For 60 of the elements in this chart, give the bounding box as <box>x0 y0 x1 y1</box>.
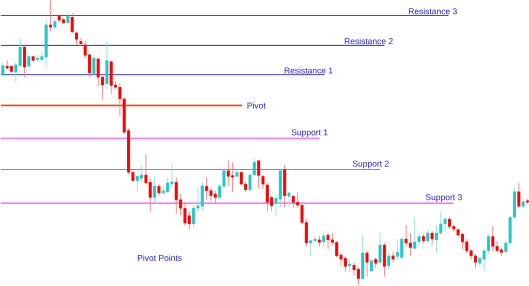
candlestick <box>392 252 395 263</box>
candlestick <box>378 232 382 265</box>
candlestick <box>404 224 408 246</box>
candlestick <box>387 252 390 270</box>
candlestick <box>66 11 70 24</box>
candlestick <box>205 177 208 200</box>
candlestick <box>348 259 352 273</box>
candlestick <box>200 182 204 212</box>
candlestick <box>309 238 312 258</box>
candlestick <box>382 242 386 278</box>
ref-line-label: Support 1 <box>292 130 328 138</box>
candlestick <box>257 159 260 189</box>
candlestick <box>1 62 4 78</box>
candlestick <box>356 267 360 286</box>
candlestick <box>344 256 347 272</box>
candlestick <box>366 250 369 278</box>
ref-line-label: Resistance 3 <box>408 8 457 15</box>
candlestick <box>96 58 100 87</box>
candlestick <box>27 54 30 68</box>
candlestick <box>53 18 56 30</box>
candlestick <box>157 184 160 196</box>
candlestick <box>23 45 26 78</box>
candlestick <box>322 232 326 248</box>
candlestick <box>426 228 430 244</box>
candlestick <box>370 259 373 273</box>
annotation: Pivot Points <box>138 254 182 262</box>
candlestick <box>136 174 139 193</box>
candlestick <box>374 257 378 268</box>
candlestick <box>148 178 152 213</box>
ref-line-label: Support 3 <box>426 194 462 202</box>
candlestick <box>326 232 330 250</box>
candlestick <box>517 182 520 209</box>
candlestick <box>430 230 434 246</box>
ref-line-label: Support 2 <box>352 160 389 169</box>
candlestick <box>439 212 442 236</box>
candlestick <box>170 164 174 188</box>
candlestick <box>49 0 52 32</box>
candlestick <box>75 31 78 46</box>
candlestick <box>261 174 264 190</box>
candlestick <box>408 232 412 256</box>
ref-line-label: Resistance 2 <box>344 38 393 44</box>
candlestick <box>474 254 477 269</box>
candlestick <box>153 176 156 203</box>
candlestick <box>413 217 416 250</box>
candlestick <box>318 236 321 248</box>
candlestick <box>352 262 356 276</box>
candlestick <box>400 237 404 260</box>
candlestick <box>192 206 196 228</box>
candlestick <box>174 177 178 215</box>
candlestick <box>188 212 191 230</box>
ref-line-label: Resistance 1 <box>284 68 333 74</box>
candlestick <box>288 192 291 207</box>
candlestick <box>105 41 108 90</box>
candlestick <box>92 56 96 76</box>
ref-line-label: Pivot <box>248 102 266 109</box>
candlestick <box>214 190 217 204</box>
candlestick <box>522 198 525 209</box>
candlestick <box>70 12 74 34</box>
candlestick <box>110 60 113 94</box>
candlestick <box>6 60 9 70</box>
